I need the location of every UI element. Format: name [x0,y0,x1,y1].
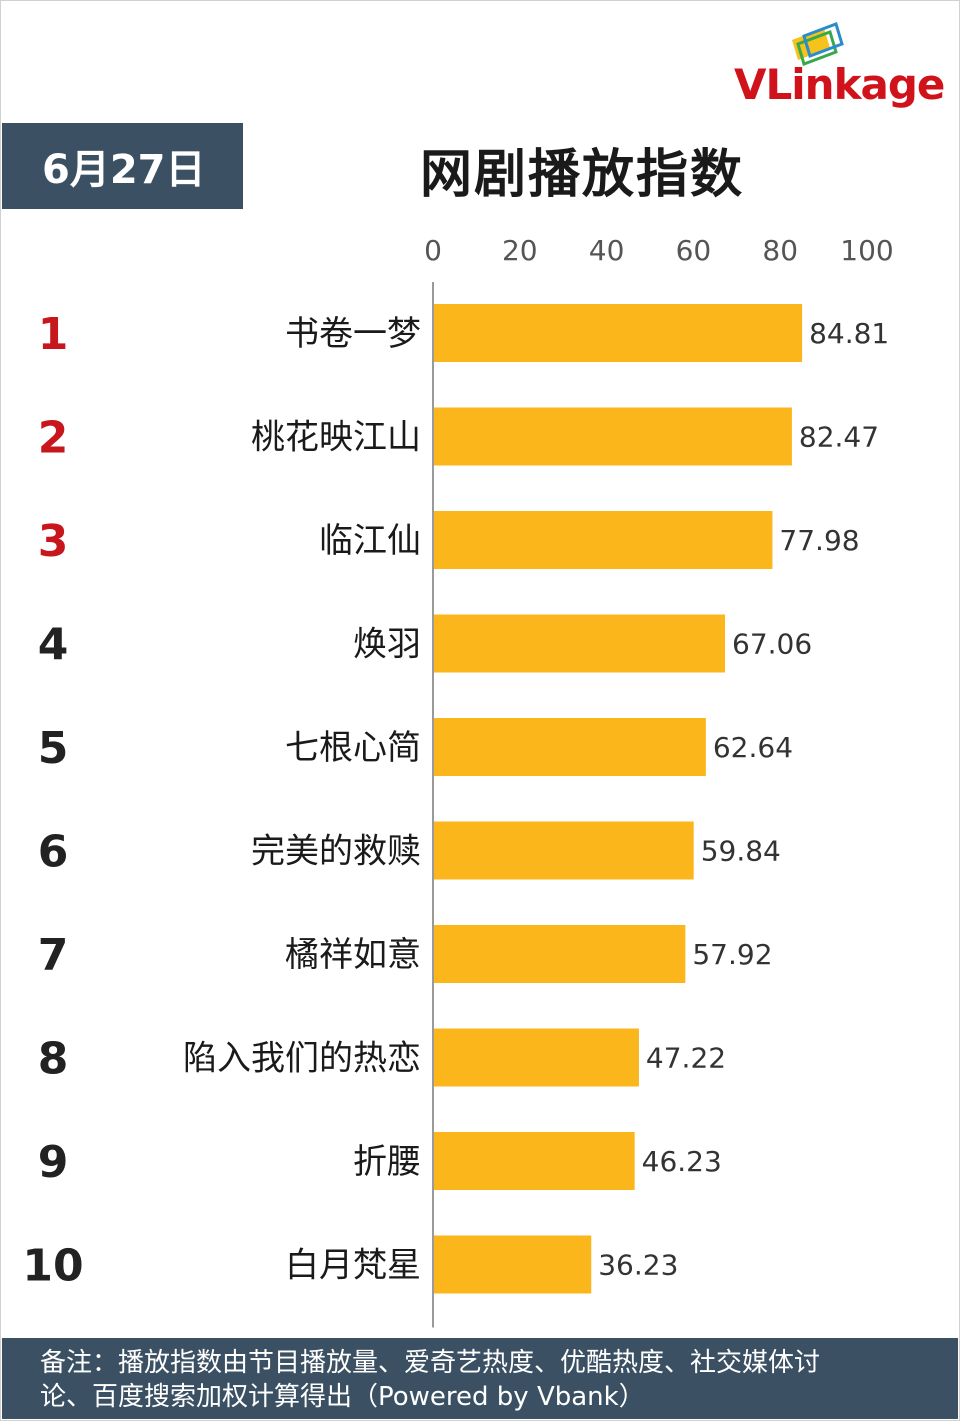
category-label: 橘祥如意 [285,935,421,975]
category-label: 白月梵星 [285,1246,421,1286]
bar [434,1132,635,1190]
bar [434,407,792,466]
footer-line-2: 论、百度搜索加权计算得出（Powered by Vbank） [40,1382,645,1412]
x-tick-label: 100 [840,234,893,267]
rank-label: 8 [38,1034,69,1085]
category-label: 陷入我们的热恋 [183,1039,421,1079]
date-badge: 6月27日 [2,123,243,209]
rank-label: 5 [38,723,69,774]
logo-text: VLinkage [734,64,945,106]
value-label: 62.64 [713,731,793,764]
rank-label: 3 [38,516,69,567]
value-label: 59.84 [701,835,781,868]
logo-text-b: age [860,60,946,109]
rank-label: 4 [38,620,69,671]
value-label: 47.22 [646,1042,726,1075]
chart-title: 网剧播放指数 [420,145,745,205]
category-label: 临江仙 [319,521,421,561]
footer-line-1: 备注：播放指数由节目播放量、爱奇艺热度、优酷热度、社交媒体讨 [40,1348,821,1378]
x-tick-label: 0 [424,234,442,267]
category-label: 完美的救赎 [251,832,421,872]
bar-chart: 0 20 40 60 80 100 1 书卷一梦 84.81 2 桃花映江山 82.47 3 临江仙 77.… [22,234,894,1328]
value-label: 77.98 [779,524,859,557]
logo-cards-icon [792,22,844,66]
date-label: 6月27日 [42,147,206,193]
rank-label: 2 [38,413,69,464]
category-label: 书卷一梦 [285,314,421,354]
bar [434,1235,592,1294]
rank-label: 1 [38,309,69,360]
value-label: 84.81 [809,317,889,350]
category-label: 折腰 [353,1142,421,1182]
category-label: 桃花映江山 [251,418,421,458]
rank-label: 9 [38,1137,69,1188]
rank-label: 10 [22,1241,83,1292]
bar [434,304,803,362]
category-label: 焕羽 [353,625,421,665]
bar [434,614,726,673]
x-tick-label: 60 [676,234,712,267]
bar [434,1028,639,1087]
bar [434,925,686,983]
value-label: 36.23 [598,1249,678,1282]
rank-label: 7 [38,930,69,981]
x-tick-label: 40 [589,234,625,267]
value-label: 67.06 [732,628,812,661]
category-label: 七根心简 [285,728,421,768]
value-label: 46.23 [642,1145,722,1178]
rank-label: 6 [38,827,69,878]
vlinkage-logo: VLinkage [728,18,954,106]
bar [434,511,773,569]
footer-note: 备注：播放指数由节目播放量、爱奇艺热度、优酷热度、社交媒体讨 论、百度搜索加权计… [2,1338,958,1419]
bar [434,718,706,776]
x-tick-label: 80 [762,234,798,267]
x-tick-label: 20 [502,234,538,267]
value-label: 57.92 [692,938,772,971]
bar [434,821,694,880]
logo-text-a: VLink [734,60,861,109]
value-label: 82.47 [799,421,879,454]
